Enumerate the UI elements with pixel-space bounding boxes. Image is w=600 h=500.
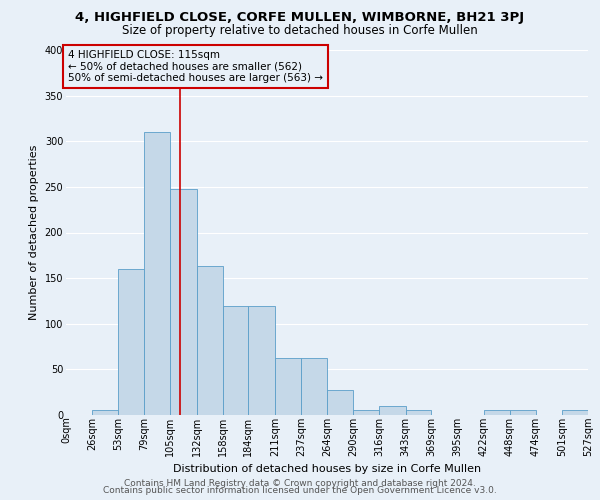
- Bar: [301, 358, 328, 415]
- Bar: [170, 188, 197, 415]
- Bar: [328, 390, 353, 415]
- Bar: [379, 406, 406, 415]
- Text: 4, HIGHFIELD CLOSE, CORFE MULLEN, WIMBORNE, BH21 3PJ: 4, HIGHFIELD CLOSE, CORFE MULLEN, WIMBOR…: [76, 11, 524, 24]
- Bar: [484, 410, 510, 415]
- Bar: [144, 132, 170, 415]
- Text: Contains public sector information licensed under the Open Government Licence v3: Contains public sector information licen…: [103, 486, 497, 495]
- Bar: [92, 410, 118, 415]
- Bar: [248, 306, 275, 415]
- Bar: [562, 410, 588, 415]
- Bar: [275, 358, 301, 415]
- Bar: [510, 410, 536, 415]
- Bar: [406, 410, 431, 415]
- Bar: [197, 266, 223, 415]
- Text: 4 HIGHFIELD CLOSE: 115sqm
← 50% of detached houses are smaller (562)
50% of semi: 4 HIGHFIELD CLOSE: 115sqm ← 50% of detac…: [68, 50, 323, 83]
- Bar: [223, 306, 248, 415]
- X-axis label: Distribution of detached houses by size in Corfe Mullen: Distribution of detached houses by size …: [173, 464, 481, 474]
- Y-axis label: Number of detached properties: Number of detached properties: [29, 145, 39, 320]
- Bar: [353, 410, 379, 415]
- Text: Size of property relative to detached houses in Corfe Mullen: Size of property relative to detached ho…: [122, 24, 478, 37]
- Bar: [118, 269, 144, 415]
- Text: Contains HM Land Registry data © Crown copyright and database right 2024.: Contains HM Land Registry data © Crown c…: [124, 478, 476, 488]
